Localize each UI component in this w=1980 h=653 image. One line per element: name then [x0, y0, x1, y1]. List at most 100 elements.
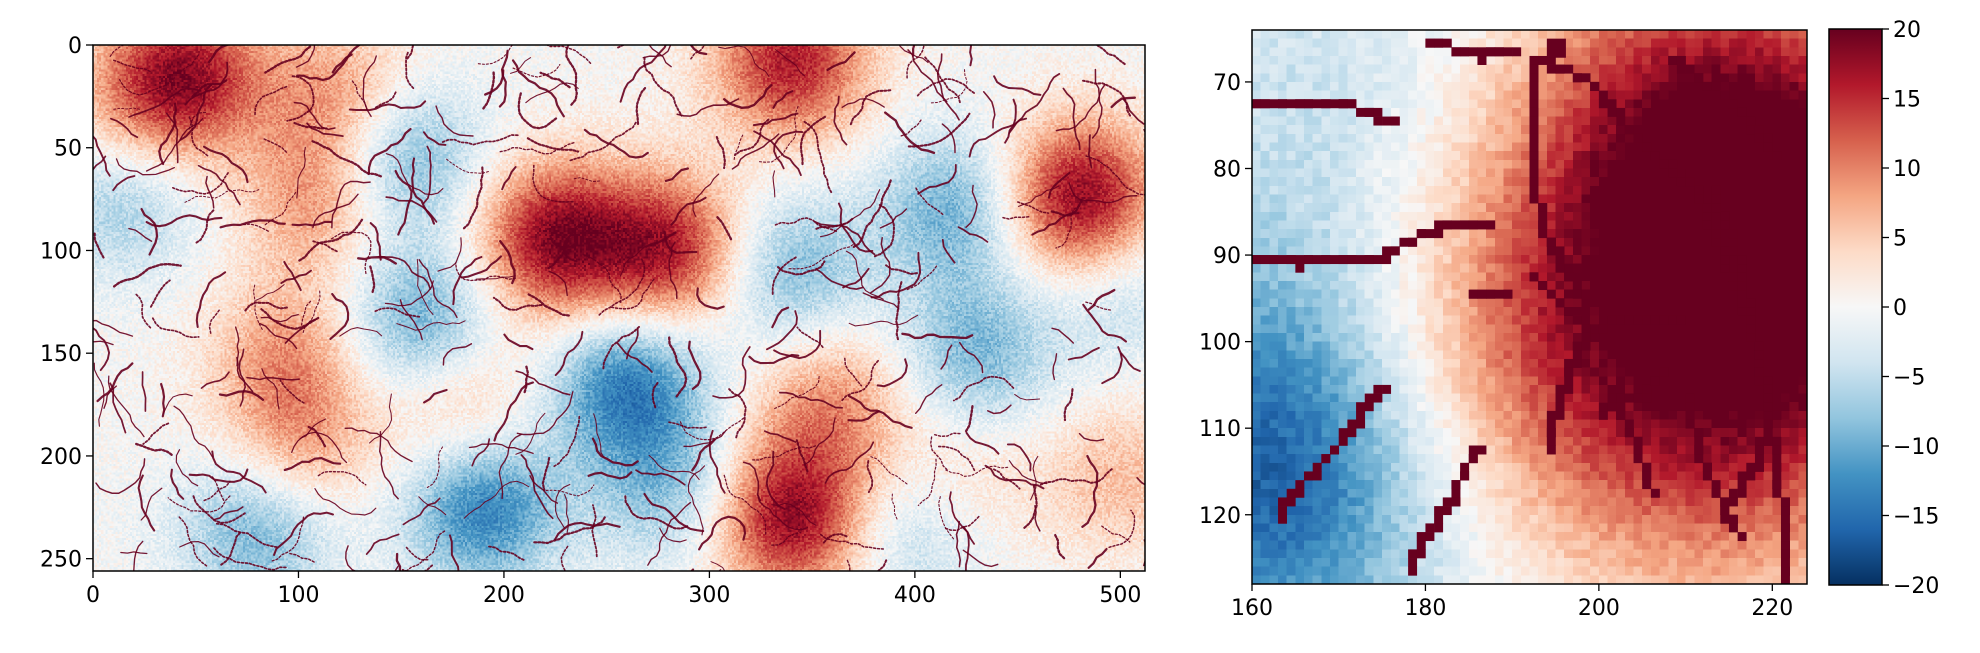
channel-cell: [1685, 177, 1695, 187]
channel-cell: [1347, 419, 1357, 429]
channel-segment: [691, 438, 716, 472]
channel-cell: [1772, 445, 1782, 455]
channel-cell: [1772, 454, 1782, 464]
channel-cell: [1702, 203, 1712, 213]
y-tick-label: 120: [1199, 504, 1241, 529]
channel-segment: [1047, 171, 1071, 199]
channel-segment: [345, 545, 399, 571]
channel-cell: [1702, 220, 1712, 230]
channel-cell: [1737, 471, 1747, 481]
channel-segment: [643, 492, 705, 533]
channel-cell: [1529, 272, 1539, 282]
channel-cell: [1364, 255, 1374, 265]
channel-segment: [492, 296, 543, 311]
channel-cell: [1650, 315, 1660, 325]
channel-segment: [765, 450, 786, 511]
channel-segment: [511, 59, 565, 118]
channel-segment: [624, 494, 689, 530]
channel-segment: [418, 496, 447, 516]
channel-segment: [170, 468, 185, 500]
channel-segment: [757, 494, 809, 531]
channel-segment: [516, 391, 574, 436]
channel-segment: [771, 306, 790, 329]
channel-segment: [344, 427, 413, 463]
channel-segment: [635, 469, 686, 486]
channel-segment: [1004, 98, 1017, 144]
channel-segment: [877, 559, 888, 571]
colorbar-tick-label: −5: [1893, 366, 1925, 391]
channel-segment: [314, 488, 377, 516]
channel-segment: [937, 445, 976, 472]
channel-segment: [659, 527, 687, 543]
channel-segment: [339, 327, 383, 337]
channel-cell: [1477, 289, 1487, 299]
channel-segment: [938, 496, 955, 540]
channel-segment: [1120, 352, 1141, 372]
channel-segment: [411, 157, 436, 225]
channel-segment: [1055, 205, 1080, 249]
channel-segment: [553, 521, 621, 541]
channel-segment: [993, 75, 1042, 96]
channel-segment: [698, 515, 747, 551]
channel-segment: [1087, 134, 1093, 169]
channel-cell: [1356, 402, 1366, 412]
channel-cell: [1780, 540, 1790, 550]
channel-cell: [1754, 376, 1764, 386]
channel-segment: [964, 404, 974, 433]
channel-segment: [941, 123, 956, 154]
channel-cell: [1546, 410, 1556, 420]
channel-cell: [1754, 367, 1764, 377]
channel-cell: [1442, 506, 1452, 516]
x-tick-label: 180: [1404, 596, 1446, 621]
channel-segment: [1110, 96, 1136, 109]
channel-segment: [252, 284, 263, 331]
channel-cell: [1763, 376, 1773, 386]
channel-segment: [291, 431, 348, 464]
channel-cell: [1702, 211, 1712, 221]
channel-segment: [758, 105, 799, 163]
channel-segment: [965, 184, 978, 229]
main-channel-network: [93, 45, 1145, 571]
channel-segment: [367, 127, 412, 176]
channel-segment: [610, 277, 656, 310]
channel-segment: [160, 382, 166, 418]
channel-cell: [1564, 272, 1574, 282]
channel-cell: [1312, 255, 1322, 265]
colorbar-tick-label: 20: [1893, 18, 1921, 43]
channel-cell: [1754, 341, 1764, 351]
channel-segment: [690, 45, 706, 60]
channel-segment: [957, 226, 989, 243]
channel-segment: [776, 260, 826, 276]
channel-segment: [435, 105, 474, 137]
channel-cell: [1694, 436, 1704, 446]
channel-segment: [395, 552, 402, 571]
channel-cell: [1529, 99, 1539, 109]
channel-segment: [115, 158, 175, 176]
channel-segment: [93, 362, 105, 427]
channel-cell: [1564, 367, 1574, 377]
channel-cell: [1728, 229, 1738, 239]
channel-segment: [1087, 288, 1116, 311]
channel-segment: [264, 192, 297, 226]
channel-segment: [687, 340, 702, 391]
channel-segment: [539, 71, 571, 89]
channel-segment: [195, 271, 227, 329]
channel-cell: [1364, 393, 1374, 403]
channel-segment: [616, 342, 653, 373]
channel-segment: [876, 358, 908, 388]
zoom-y-axis: 70 80 90 100 110 120: [1199, 71, 1252, 529]
channel-segment: [396, 320, 466, 331]
channel-segment: [1136, 476, 1145, 486]
channel-segment: [663, 230, 698, 254]
channel-cell: [1772, 151, 1782, 161]
channel-cell: [1382, 246, 1392, 256]
channel-segment: [112, 175, 136, 192]
channel-segment: [1054, 533, 1066, 560]
channel-segment: [512, 63, 561, 78]
channel-cell: [1711, 194, 1721, 204]
channel-cell: [1763, 410, 1773, 420]
channel-cell: [1598, 324, 1608, 334]
channel-segment: [1085, 155, 1145, 196]
channel-cell: [1780, 514, 1790, 524]
channel-cell: [1338, 255, 1348, 265]
